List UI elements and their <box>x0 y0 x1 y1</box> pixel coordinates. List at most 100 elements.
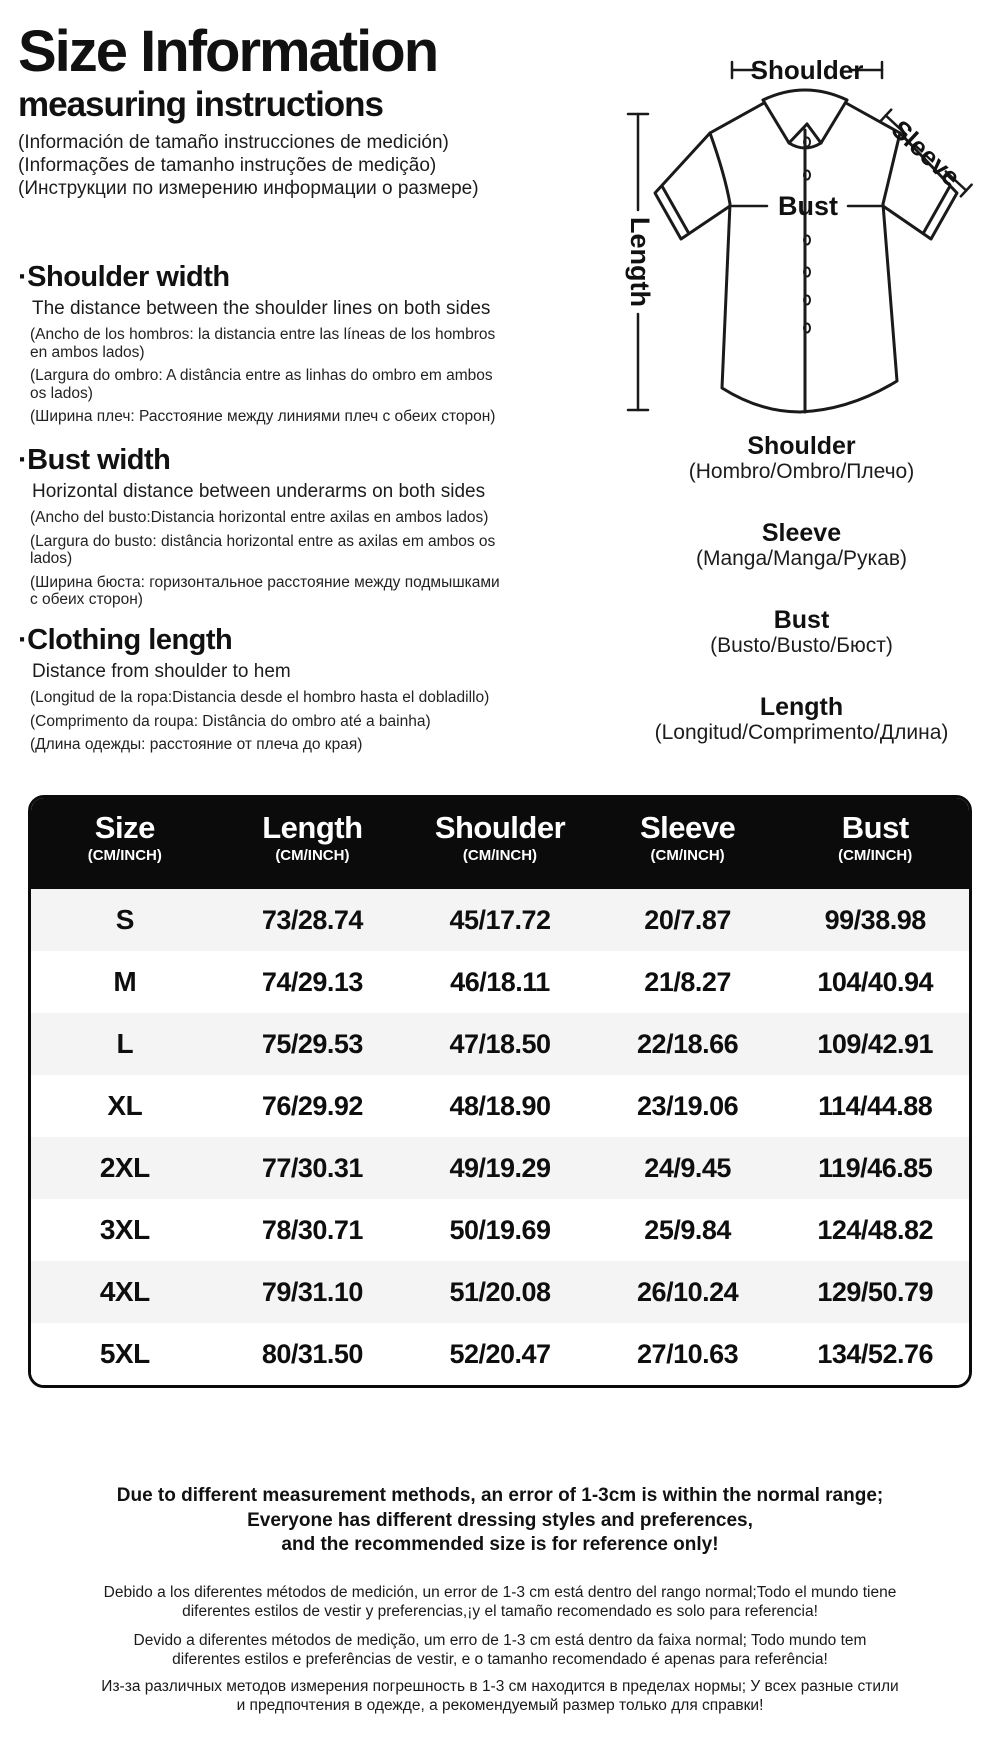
cell-bust: 104/40.94 <box>817 966 933 997</box>
cell-size: 4XL <box>99 1276 150 1307</box>
header-cell-bust: Bust (CM/INCH) <box>781 812 969 889</box>
table-row-m: M 74/29.13 46/18.11 21/8.27 104/40.94 <box>31 951 969 1013</box>
section-translations: (Longitud de la ropa:Distancia desde el … <box>30 689 508 754</box>
section-description: The distance between the shoulder lines … <box>32 298 491 319</box>
cell-shoulder: 50/19.69 <box>449 1214 551 1245</box>
legend-term: Sleeve <box>761 519 842 547</box>
notice-line: Due to different measurement methods, an… <box>116 1485 884 1506</box>
sleeve-right <box>881 131 959 241</box>
unit-note: (CM/INCH) <box>275 847 350 864</box>
shoulder-seam-left <box>708 101 766 135</box>
legend-term: Bust <box>773 606 830 634</box>
cell-bust: 114/44.88 <box>818 1090 933 1121</box>
shoulder-seam-right <box>844 101 902 135</box>
subtitle-translation-es: (Información de tamaño instrucciones de … <box>18 131 449 153</box>
cell-bust: 124/48.82 <box>817 1214 933 1245</box>
section-description: Distance from shoulder to hem <box>32 661 291 682</box>
footer-translation-es: Debido a los diferentes métodos de medic… <box>103 1584 897 1620</box>
table-row-l: L 75/29.53 47/18.50 22/18.66 109/42.91 <box>31 1013 969 1075</box>
button-icons <box>803 136 811 334</box>
sleeve-left <box>653 131 732 241</box>
cell-bust: 129/50.79 <box>817 1276 933 1307</box>
cell-length: 77/30.31 <box>261 1152 364 1183</box>
cell-length: 75/29.53 <box>261 1028 364 1059</box>
section-translation-pt: (Largura do busto: distância horizontal … <box>30 532 496 568</box>
notice-line: and the recommended size is for referenc… <box>281 1534 719 1555</box>
section-translations: (Ancho del busto:Distancia horizontal en… <box>30 509 508 609</box>
cell-shoulder: 51/20.08 <box>449 1276 551 1307</box>
cell-sleeve: 25/9.84 <box>644 1214 731 1245</box>
section-clothing-length: ·Clothing length Distance from shoulder … <box>18 625 543 760</box>
legend-term: Shoulder <box>747 432 856 460</box>
armhole-right <box>881 131 902 206</box>
section-translation-ru: (Длина одежды: расстояние от плеча до кр… <box>30 736 363 753</box>
section-bust-width: ·Bust width Horizontal distance between … <box>18 445 543 615</box>
shoulder-measure-bracket <box>730 60 884 80</box>
table-row-4xl: 4XL 79/31.10 51/20.08 26/10.24 129/50.79 <box>31 1261 969 1323</box>
cell-length: 78/30.71 <box>261 1214 364 1245</box>
collar-outline <box>761 88 849 102</box>
cell-shoulder: 52/20.47 <box>449 1338 551 1369</box>
cell-size: L <box>116 1028 134 1059</box>
table-row-s: S 73/28.74 45/17.72 20/7.87 99/38.98 <box>31 889 969 951</box>
legend-translation: (Longitud/Comprimento/Длина) <box>654 721 949 744</box>
cell-length: 73/28.74 <box>261 904 364 935</box>
legend-sleeve: Sleeve (Manga/Manga/Рукав) <box>603 520 1000 571</box>
cell-size: S <box>115 904 135 935</box>
sleeve-measure-bracket: Sleeve <box>879 108 973 198</box>
subtitle-translation-pt: (Informações de tamanho instruções de me… <box>18 154 437 176</box>
cell-size: 5XL <box>99 1338 150 1369</box>
cell-bust: 134/52.76 <box>817 1338 933 1369</box>
cell-length: 74/29.13 <box>261 966 364 997</box>
cell-sleeve: 27/10.63 <box>637 1338 739 1369</box>
cell-length: 79/31.10 <box>261 1276 364 1307</box>
header: Size Information measuring instructions … <box>18 19 548 200</box>
table-row-5xl: 5XL 80/31.50 52/20.47 27/10.63 134/52.76 <box>31 1323 969 1385</box>
collar-left-flap <box>761 98 809 145</box>
footer-translation-ru: Из-за различных методов измерения погреш… <box>101 1678 899 1714</box>
shoulder-label: Shoulder <box>751 55 864 85</box>
size-table-header: Size (CM/INCH) Length (CM/INCH) Shoulder… <box>31 798 969 889</box>
armhole-left <box>708 131 732 206</box>
cell-bust: 99/38.98 <box>824 904 927 935</box>
cell-length: 80/31.50 <box>261 1338 364 1369</box>
cell-shoulder: 46/18.11 <box>450 966 550 997</box>
legend-term: Length <box>759 693 844 721</box>
footer-notice: Due to different measurement methods, an… <box>0 1484 1000 1558</box>
cell-bust: 109/42.91 <box>817 1028 933 1059</box>
section-translation-pt: (Comprimento da roupa: Distância do ombr… <box>30 712 431 730</box>
page-subtitle: measuring instructions <box>18 84 384 124</box>
cell-sleeve: 22/18.66 <box>637 1028 739 1059</box>
section-translation-es: (Ancho de los hombros: la distancia entr… <box>30 326 496 361</box>
legend-length: Length (Longitud/Comprimento/Длина) <box>603 694 1000 745</box>
subtitle-translation-ru: (Инструкции по измерению информации о ра… <box>18 177 479 199</box>
cuff-right <box>922 184 952 234</box>
header-cell-shoulder: Shoulder (CM/INCH) <box>406 812 594 889</box>
cell-shoulder: 45/17.72 <box>449 904 551 935</box>
footer-translation-pt: Devido a diferentes métodos de medição, … <box>133 1632 867 1668</box>
cell-shoulder: 48/18.90 <box>449 1090 551 1121</box>
notice-line: Everyone has different dressing styles a… <box>247 1509 753 1531</box>
legend-bust: Bust (Busto/Busto/Бюст) <box>603 607 1000 658</box>
cell-length: 76/29.92 <box>261 1090 364 1121</box>
cell-size: 3XL <box>99 1214 150 1245</box>
page-title: Size Information <box>18 19 439 84</box>
section-shoulder-width: ·Shoulder width The distance between the… <box>18 262 543 432</box>
section-translation-es: (Ancho del busto:Distancia horizontal en… <box>30 509 489 526</box>
section-translation-ru: (Ширина бюста: горизонтальное расстояние… <box>30 573 500 609</box>
header-cell-size: Size (CM/INCH) <box>31 812 219 889</box>
shirt-diagram: Bust Shoulder Sleeve <box>625 55 973 414</box>
table-row-2xl: 2XL 77/30.31 49/19.29 24/9.45 119/46.85 <box>31 1137 969 1199</box>
length-measure-line <box>626 112 650 412</box>
section-translation-pt: (Largura do ombro: A distância entre as … <box>30 367 493 402</box>
section-translation-ru: (Ширина плеч: Расстояние между линиями п… <box>30 408 496 425</box>
bust-label: Bust <box>778 191 838 221</box>
table-row-3xl: 3XL 78/30.71 50/19.69 25/9.84 124/48.82 <box>31 1199 969 1261</box>
header-cell-sleeve: Sleeve (CM/INCH) <box>594 812 782 889</box>
cell-sleeve: 26/10.24 <box>637 1276 739 1307</box>
cell-size: XL <box>107 1090 143 1121</box>
cell-bust: 119/46.85 <box>818 1152 933 1183</box>
cell-size: 2XL <box>99 1152 150 1183</box>
cell-shoulder: 47/18.50 <box>449 1028 551 1059</box>
unit-note: (CM/INCH) <box>462 847 538 864</box>
